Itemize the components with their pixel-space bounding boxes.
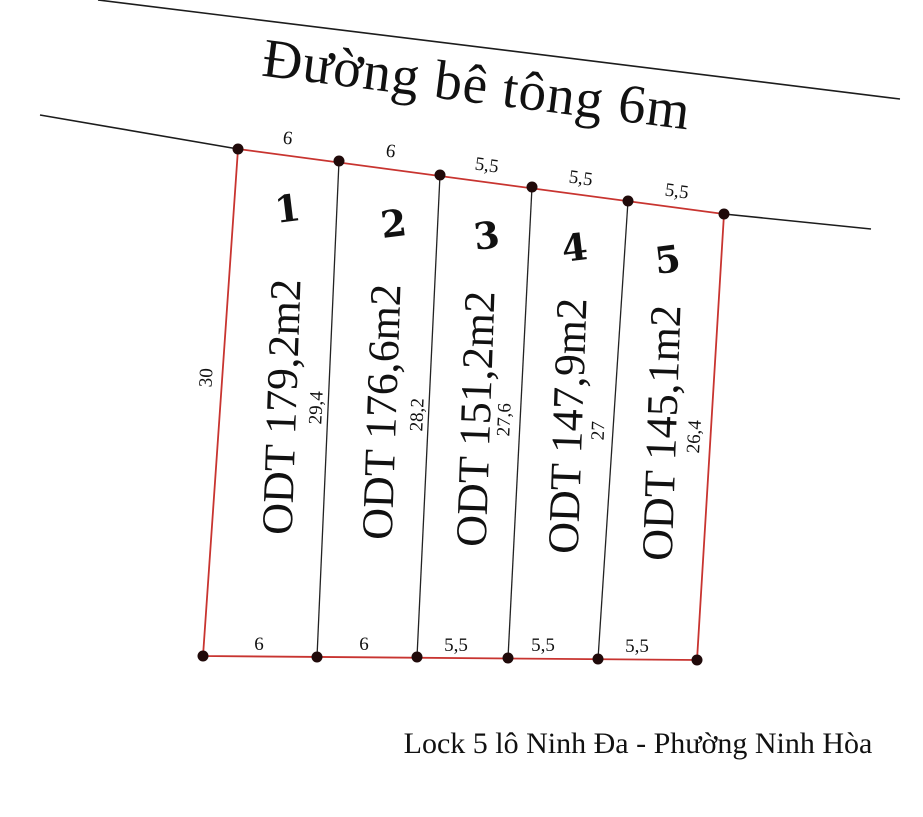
survey-marker (197, 650, 209, 662)
survey-marker (232, 143, 244, 155)
plot-number-3: 3 (471, 212, 502, 259)
bottom-dimension-4: 5,5 (531, 635, 555, 656)
survey-marker (718, 208, 730, 220)
plot-area-1: ODT 179,2m2 (253, 278, 311, 535)
side-dimension-3: 28,2 (406, 398, 428, 432)
bottom-dimension-3: 5,5 (444, 635, 468, 656)
survey-marker (434, 169, 446, 181)
survey-marker (691, 654, 703, 666)
top-dimension-5: 5,5 (664, 180, 690, 204)
caption: Lock 5 lô Ninh Đa - Phường Ninh Hòa (404, 727, 873, 760)
plot-number-5: 5 (652, 236, 683, 283)
plot-divider-2 (416, 174, 441, 658)
plot-area-3: ODT 151,2m2 (447, 290, 505, 547)
plot-divider-4 (597, 200, 629, 660)
road-edge-bottom-right-line (723, 213, 872, 230)
plot-number-1: 1 (272, 185, 303, 232)
top-dimension-1: 6 (282, 128, 294, 150)
plot-divider-1 (316, 160, 340, 658)
side-dimension-6: 26,4 (683, 419, 706, 454)
side-dimension-1: 30 (196, 368, 218, 388)
top-dimension-2: 6 (385, 141, 397, 163)
survey-marker (592, 653, 604, 665)
top-dimension-3: 5,5 (474, 154, 500, 178)
plot-divider-3 (507, 186, 533, 659)
side-dimension-5: 27 (588, 421, 610, 441)
top-dimension-4: 5,5 (568, 167, 594, 191)
bottom-dimension-2: 6 (359, 634, 369, 655)
survey-marker (333, 155, 345, 167)
plot-number-4: 4 (559, 224, 590, 271)
road-edge-top-line (97, 0, 901, 100)
plot-area-4: ODT 147,9m2 (539, 297, 597, 554)
bottom-dimension-1: 6 (254, 634, 264, 655)
bottom-dimension-5: 5,5 (625, 636, 649, 657)
survey-marker (502, 652, 514, 664)
survey-marker (622, 195, 634, 207)
plot-area-2: ODT 176,6m2 (353, 283, 411, 540)
road-label: Đường bê tông 6m (259, 27, 694, 142)
plot-number-2: 2 (378, 200, 409, 247)
survey-marker (411, 651, 423, 663)
survey-marker (311, 651, 323, 663)
side-dimension-4: 27,6 (493, 403, 515, 437)
plot-area-5: ODT 145,1m2 (633, 304, 691, 561)
side-dimension-2: 29,4 (305, 390, 327, 425)
road-edge-bottom-left-line (39, 114, 239, 150)
survey-marker (526, 181, 538, 193)
